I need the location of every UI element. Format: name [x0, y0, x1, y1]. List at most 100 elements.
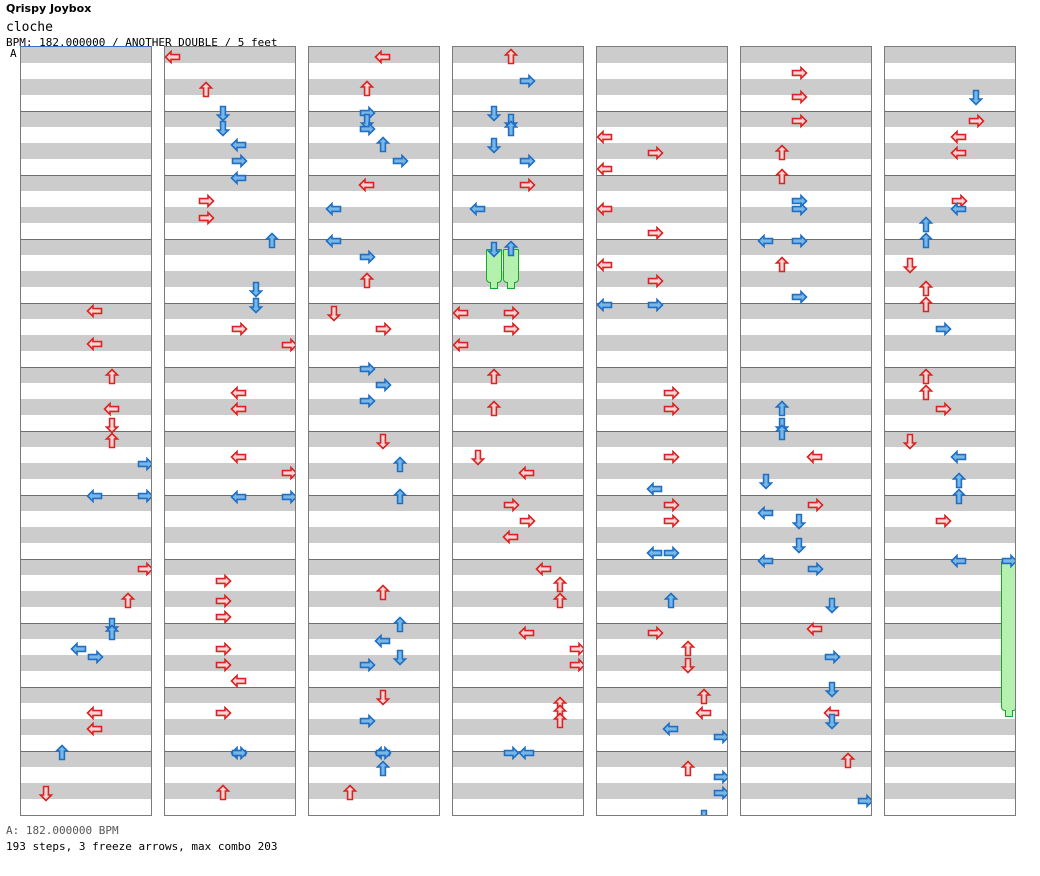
note-arrow-right[interactable] — [134, 453, 151, 475]
note-arrow-right[interactable] — [660, 382, 682, 404]
note-arrow-right[interactable] — [932, 398, 954, 420]
note-arrow-right[interactable] — [278, 486, 295, 508]
note-arrow-down[interactable] — [35, 782, 57, 804]
note-arrow-left[interactable] — [228, 382, 250, 404]
note-arrow-left[interactable] — [84, 718, 106, 740]
note-arrow-right[interactable] — [372, 742, 394, 764]
note-arrow-right[interactable] — [134, 558, 151, 580]
note-arrow-down[interactable] — [821, 678, 843, 700]
note-arrow-right[interactable] — [932, 318, 954, 340]
note-arrow-up[interactable] — [261, 230, 283, 252]
note-arrow-down[interactable] — [821, 594, 843, 616]
note-arrow-right[interactable] — [228, 742, 250, 764]
note-arrow-up[interactable] — [693, 686, 715, 708]
note-arrow-up[interactable] — [389, 486, 411, 508]
note-arrow-left[interactable] — [228, 398, 250, 420]
note-arrow-right[interactable] — [516, 510, 538, 532]
note-arrow-left[interactable] — [228, 486, 250, 508]
note-arrow-left[interactable] — [84, 485, 106, 507]
note-arrow-right[interactable] — [389, 150, 411, 172]
note-arrow-up[interactable] — [948, 470, 970, 492]
note-arrow-right[interactable] — [788, 198, 810, 220]
note-arrow-up[interactable] — [915, 230, 937, 252]
note-arrow-right[interactable] — [660, 446, 682, 468]
note-arrow-right[interactable] — [788, 110, 810, 132]
note-arrow-right[interactable] — [965, 110, 987, 132]
note-arrow-left[interactable] — [597, 294, 616, 316]
note-arrow-up[interactable] — [771, 422, 793, 444]
note-arrow-right[interactable] — [821, 646, 843, 668]
note-arrow-right[interactable] — [788, 230, 810, 252]
note-arrow-right[interactable] — [212, 606, 234, 628]
note-arrow-up[interactable] — [101, 622, 123, 644]
note-arrow-left[interactable] — [84, 702, 106, 724]
freeze-arrow-body[interactable] — [1001, 561, 1015, 711]
note-arrow-left[interactable] — [372, 630, 394, 652]
note-arrow-right[interactable] — [212, 638, 234, 660]
note-arrow-up[interactable] — [677, 638, 699, 660]
chart-column[interactable] — [740, 46, 872, 816]
note-arrow-left[interactable] — [597, 254, 616, 276]
note-arrow-left[interactable] — [804, 618, 826, 640]
note-arrow-right[interactable] — [372, 374, 394, 396]
note-arrow-left[interactable] — [165, 47, 184, 68]
note-arrow-right[interactable] — [516, 150, 538, 172]
note-arrow-left[interactable] — [948, 142, 970, 164]
note-arrow-down[interactable] — [965, 86, 987, 108]
note-arrow-left[interactable] — [755, 230, 777, 252]
note-arrow-left[interactable] — [68, 638, 90, 660]
note-arrow-left[interactable] — [660, 718, 682, 740]
note-arrow-left[interactable] — [228, 446, 250, 468]
note-arrow-right[interactable] — [660, 494, 682, 516]
note-arrow-left[interactable] — [948, 550, 970, 572]
note-arrow-right[interactable] — [516, 174, 538, 196]
note-arrow-up[interactable] — [117, 590, 139, 612]
note-arrow-right[interactable] — [278, 334, 295, 356]
note-arrow-up[interactable] — [389, 454, 411, 476]
note-arrow-right[interactable] — [710, 726, 727, 748]
note-arrow-up[interactable] — [915, 214, 937, 236]
note-arrow-left[interactable] — [467, 198, 489, 220]
note-arrow-up[interactable] — [356, 78, 378, 100]
note-arrow-right[interactable] — [356, 390, 378, 412]
note-arrow-down[interactable] — [483, 134, 505, 156]
note-arrow-right[interactable] — [932, 510, 954, 532]
chart-column[interactable] — [164, 46, 296, 816]
note-arrow-up[interactable] — [500, 118, 522, 140]
note-arrow-up[interactable] — [837, 750, 859, 772]
note-arrow-down[interactable] — [693, 806, 715, 815]
note-arrow-right[interactable] — [212, 570, 234, 592]
note-arrow-left[interactable] — [101, 398, 123, 420]
note-arrow-right[interactable] — [195, 207, 217, 229]
note-arrow-right[interactable] — [500, 318, 522, 340]
note-arrow-right[interactable] — [84, 646, 106, 668]
note-arrow-up[interactable] — [915, 382, 937, 404]
note-arrow-left[interactable] — [597, 198, 616, 220]
note-arrow-up[interactable] — [483, 366, 505, 388]
note-arrow-down[interactable] — [788, 510, 810, 532]
note-arrow-up[interactable] — [101, 366, 123, 388]
note-arrow-down[interactable] — [467, 446, 489, 468]
note-arrow-left[interactable] — [372, 47, 394, 68]
note-arrow-down[interactable] — [101, 414, 123, 436]
note-arrow-up[interactable] — [660, 590, 682, 612]
chart-column[interactable] — [20, 46, 152, 816]
note-arrow-up[interactable] — [549, 574, 571, 596]
note-arrow-up[interactable] — [212, 782, 234, 804]
note-arrow-up[interactable] — [549, 590, 571, 612]
note-arrow-down[interactable] — [323, 302, 345, 324]
note-arrow-right[interactable] — [854, 790, 871, 812]
note-arrow-left[interactable] — [453, 302, 472, 324]
note-arrow-right[interactable] — [212, 590, 234, 612]
note-arrow-left[interactable] — [453, 334, 472, 356]
note-arrow-up[interactable] — [101, 430, 123, 452]
chart-column[interactable] — [452, 46, 584, 816]
note-arrow-left[interactable] — [948, 446, 970, 468]
note-arrow-left[interactable] — [597, 126, 616, 148]
note-arrow-down[interactable] — [899, 254, 921, 276]
note-arrow-right[interactable] — [644, 270, 666, 292]
chart-column[interactable] — [308, 46, 440, 816]
note-arrow-left[interactable] — [644, 478, 666, 500]
note-arrow-left[interactable] — [516, 462, 538, 484]
note-arrow-up[interactable] — [372, 134, 394, 156]
